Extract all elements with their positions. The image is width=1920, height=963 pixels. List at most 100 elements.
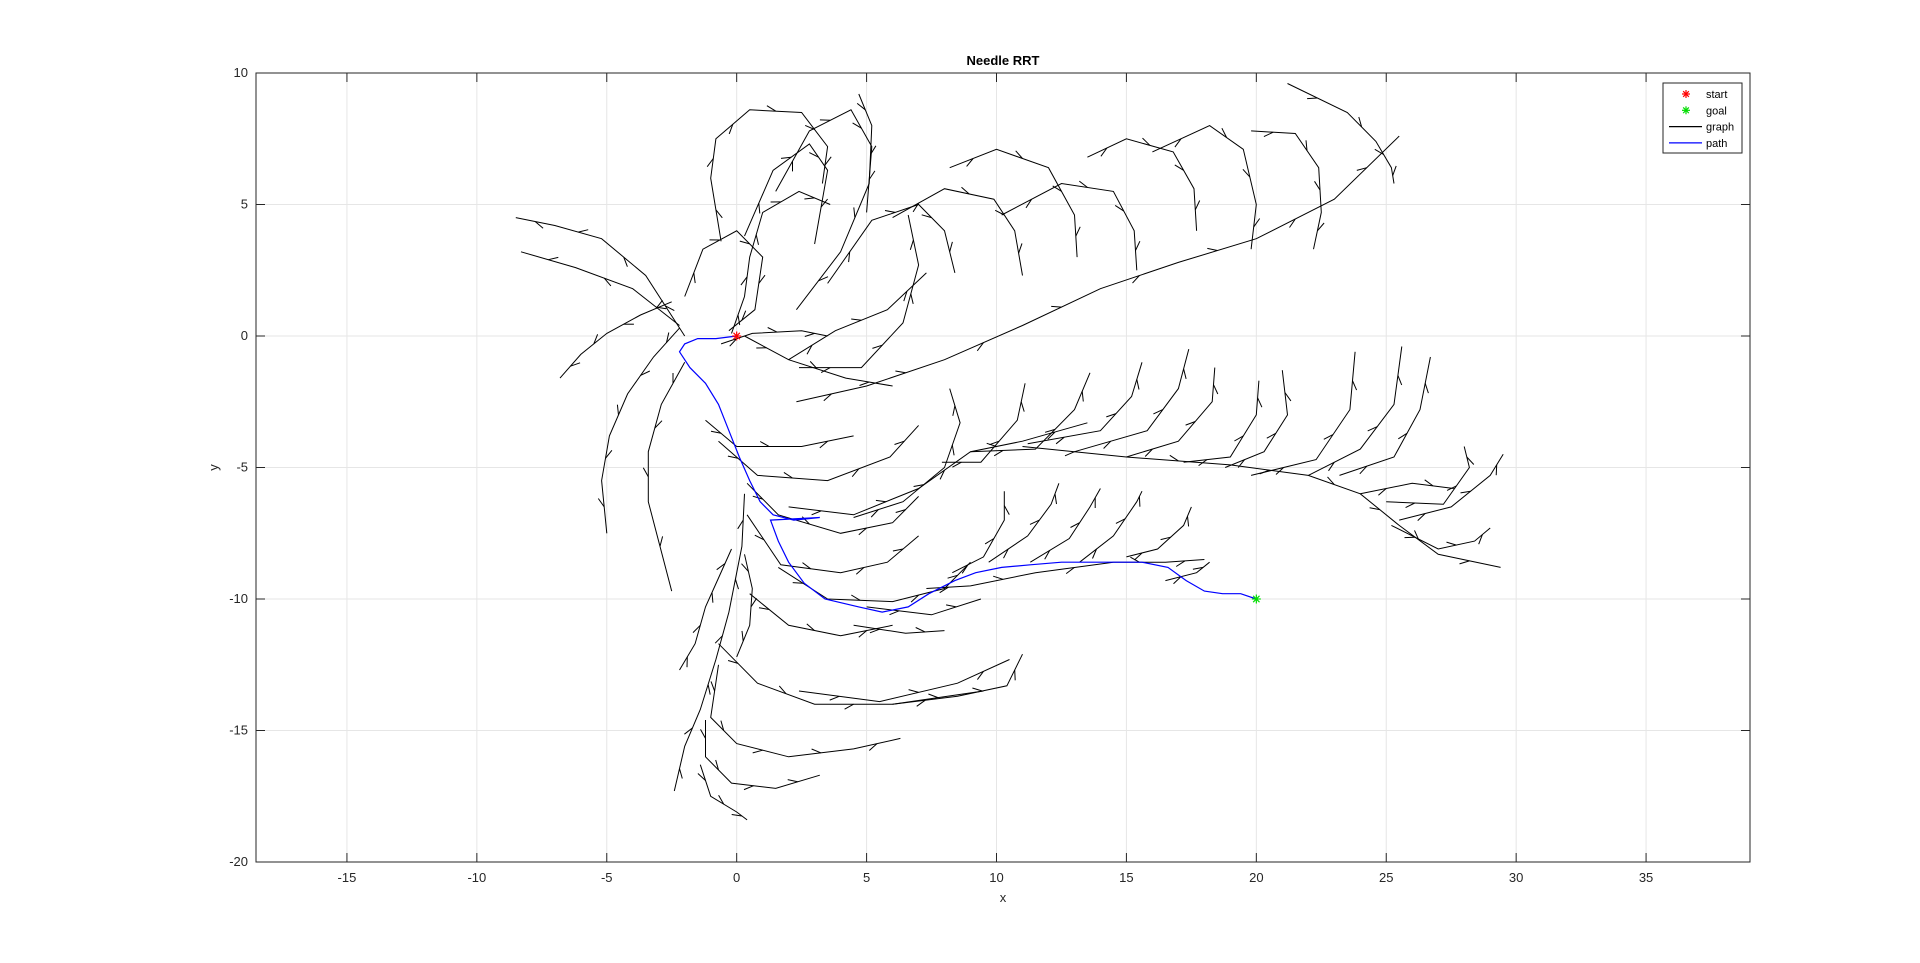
graph-edge-stub (741, 563, 749, 572)
graph-edge-stub (1323, 434, 1334, 440)
graph-edge-stub (656, 306, 667, 310)
graph-edge-stub (952, 405, 956, 416)
graph-edge-stub (548, 256, 559, 261)
y-tick-label: -15 (229, 723, 248, 738)
x-tick-label: 0 (733, 870, 740, 885)
graph-edge-stub (1044, 428, 1056, 433)
graph-edge-stub (640, 370, 651, 376)
graph-edge-stub (1135, 240, 1141, 251)
graph-edge-stub (1356, 167, 1367, 171)
graph-edge-stub (1266, 432, 1277, 439)
graph-edge-stub (989, 440, 1000, 446)
graph-branch (853, 388, 961, 518)
graph-edge-stub (1169, 454, 1179, 462)
graph-edge-stub (737, 519, 744, 530)
graph-edge-stub (727, 455, 739, 459)
x-tick-label: 5 (863, 870, 870, 885)
graph-edge-stub (693, 272, 696, 284)
graph-edge-stub (758, 203, 761, 214)
graph-branch (1251, 130, 1322, 250)
graph-edge-stub (659, 536, 664, 547)
graph-edge-stub (729, 338, 738, 347)
graph-edge-stub (707, 684, 711, 695)
graph-edge-stub (597, 498, 605, 508)
graph-edge-stub (1194, 200, 1201, 211)
graph-edge-stub (731, 814, 742, 817)
legend-box (1662, 82, 1743, 154)
graph-edge-stub (892, 548, 904, 552)
graph-branch (788, 422, 1088, 516)
graph-edge-stub (1018, 243, 1023, 254)
graph-edge-stub (884, 210, 896, 213)
graph-branch (718, 425, 919, 482)
graph-edge-stub (961, 564, 969, 574)
graph-branch (1360, 482, 1454, 495)
graph-edge-stub (939, 586, 949, 594)
graph-edge-stub (714, 635, 723, 644)
graph-edge-stub (1259, 469, 1270, 475)
graph-edge-stub (740, 276, 748, 286)
graph-edge-stub (1405, 502, 1416, 509)
graph-edge-stub (1115, 518, 1126, 524)
legend-goal-label: goal (1706, 105, 1727, 117)
asterisk-stroke (1682, 90, 1690, 98)
graph-edge-stub (909, 239, 914, 250)
graph-edge-stub (851, 468, 860, 478)
graph-edge-stub (824, 156, 832, 166)
graph-branch (559, 301, 672, 379)
graph-edge-stub (654, 420, 663, 429)
graph-edge-stub (868, 170, 876, 180)
graph-edge-stub (715, 759, 719, 771)
x-tick-label: 25 (1379, 870, 1393, 885)
graph-branch (866, 598, 982, 616)
graph-edge-stub (739, 240, 750, 245)
graph-branch (799, 214, 920, 369)
graph-edge-stub (766, 105, 776, 112)
graph-edge-stub (946, 604, 957, 608)
graph-edge-stub (679, 768, 683, 779)
graph-edge-stub (1051, 305, 1062, 308)
chart-title: Needle RRT (967, 53, 1040, 68)
asterisk-stroke (1252, 595, 1260, 603)
graph-edge-stub (710, 430, 722, 434)
graph-edge-stub (951, 445, 955, 456)
graph-branch (796, 135, 1400, 403)
graph-edge-stub (1305, 140, 1308, 151)
graph-edge-stub (993, 575, 1004, 580)
graph-edge-stub (1136, 379, 1140, 390)
graph-edge-stub (1328, 461, 1335, 472)
graph-edge-stub (1114, 204, 1125, 212)
graph-edge-stub (819, 440, 828, 449)
graph-edge-stub (809, 152, 819, 158)
graph-edge-stub (1070, 522, 1080, 528)
graph-edge-stub (1015, 150, 1023, 159)
graph-edge-stub (1417, 513, 1426, 521)
graph-edge-stub (1106, 413, 1117, 418)
graph-edge-stub (820, 198, 828, 208)
graph-edge-stub (593, 334, 599, 345)
graph-edge-stub (811, 748, 822, 754)
graph-branch (673, 493, 745, 792)
graph-branch (710, 109, 829, 242)
graph-edge-stub (780, 156, 792, 159)
graph-branch (684, 230, 764, 332)
graph-branch (796, 93, 873, 311)
graph-edge-stub (741, 310, 747, 321)
graph-branch (744, 143, 829, 245)
graph-edge-stub (889, 610, 900, 616)
y-axis-label: y (206, 464, 221, 471)
graph-edge-stub (750, 598, 758, 608)
graph-edge-stub (716, 563, 726, 571)
graph-edge-stub (916, 699, 926, 707)
graph-edge-stub (1414, 530, 1420, 541)
graph-edge-stub (993, 449, 1004, 457)
graph-edge-stub (1478, 534, 1483, 545)
graph-edge-stub (1029, 519, 1040, 525)
graph-edge-stub (711, 592, 714, 603)
graph-edge-stub (1352, 380, 1358, 391)
graph-edge-stub (1460, 490, 1471, 494)
graph-edge-stub (743, 785, 754, 791)
graph-edge-stub (752, 749, 763, 754)
graph-edge-stub (1289, 218, 1296, 228)
